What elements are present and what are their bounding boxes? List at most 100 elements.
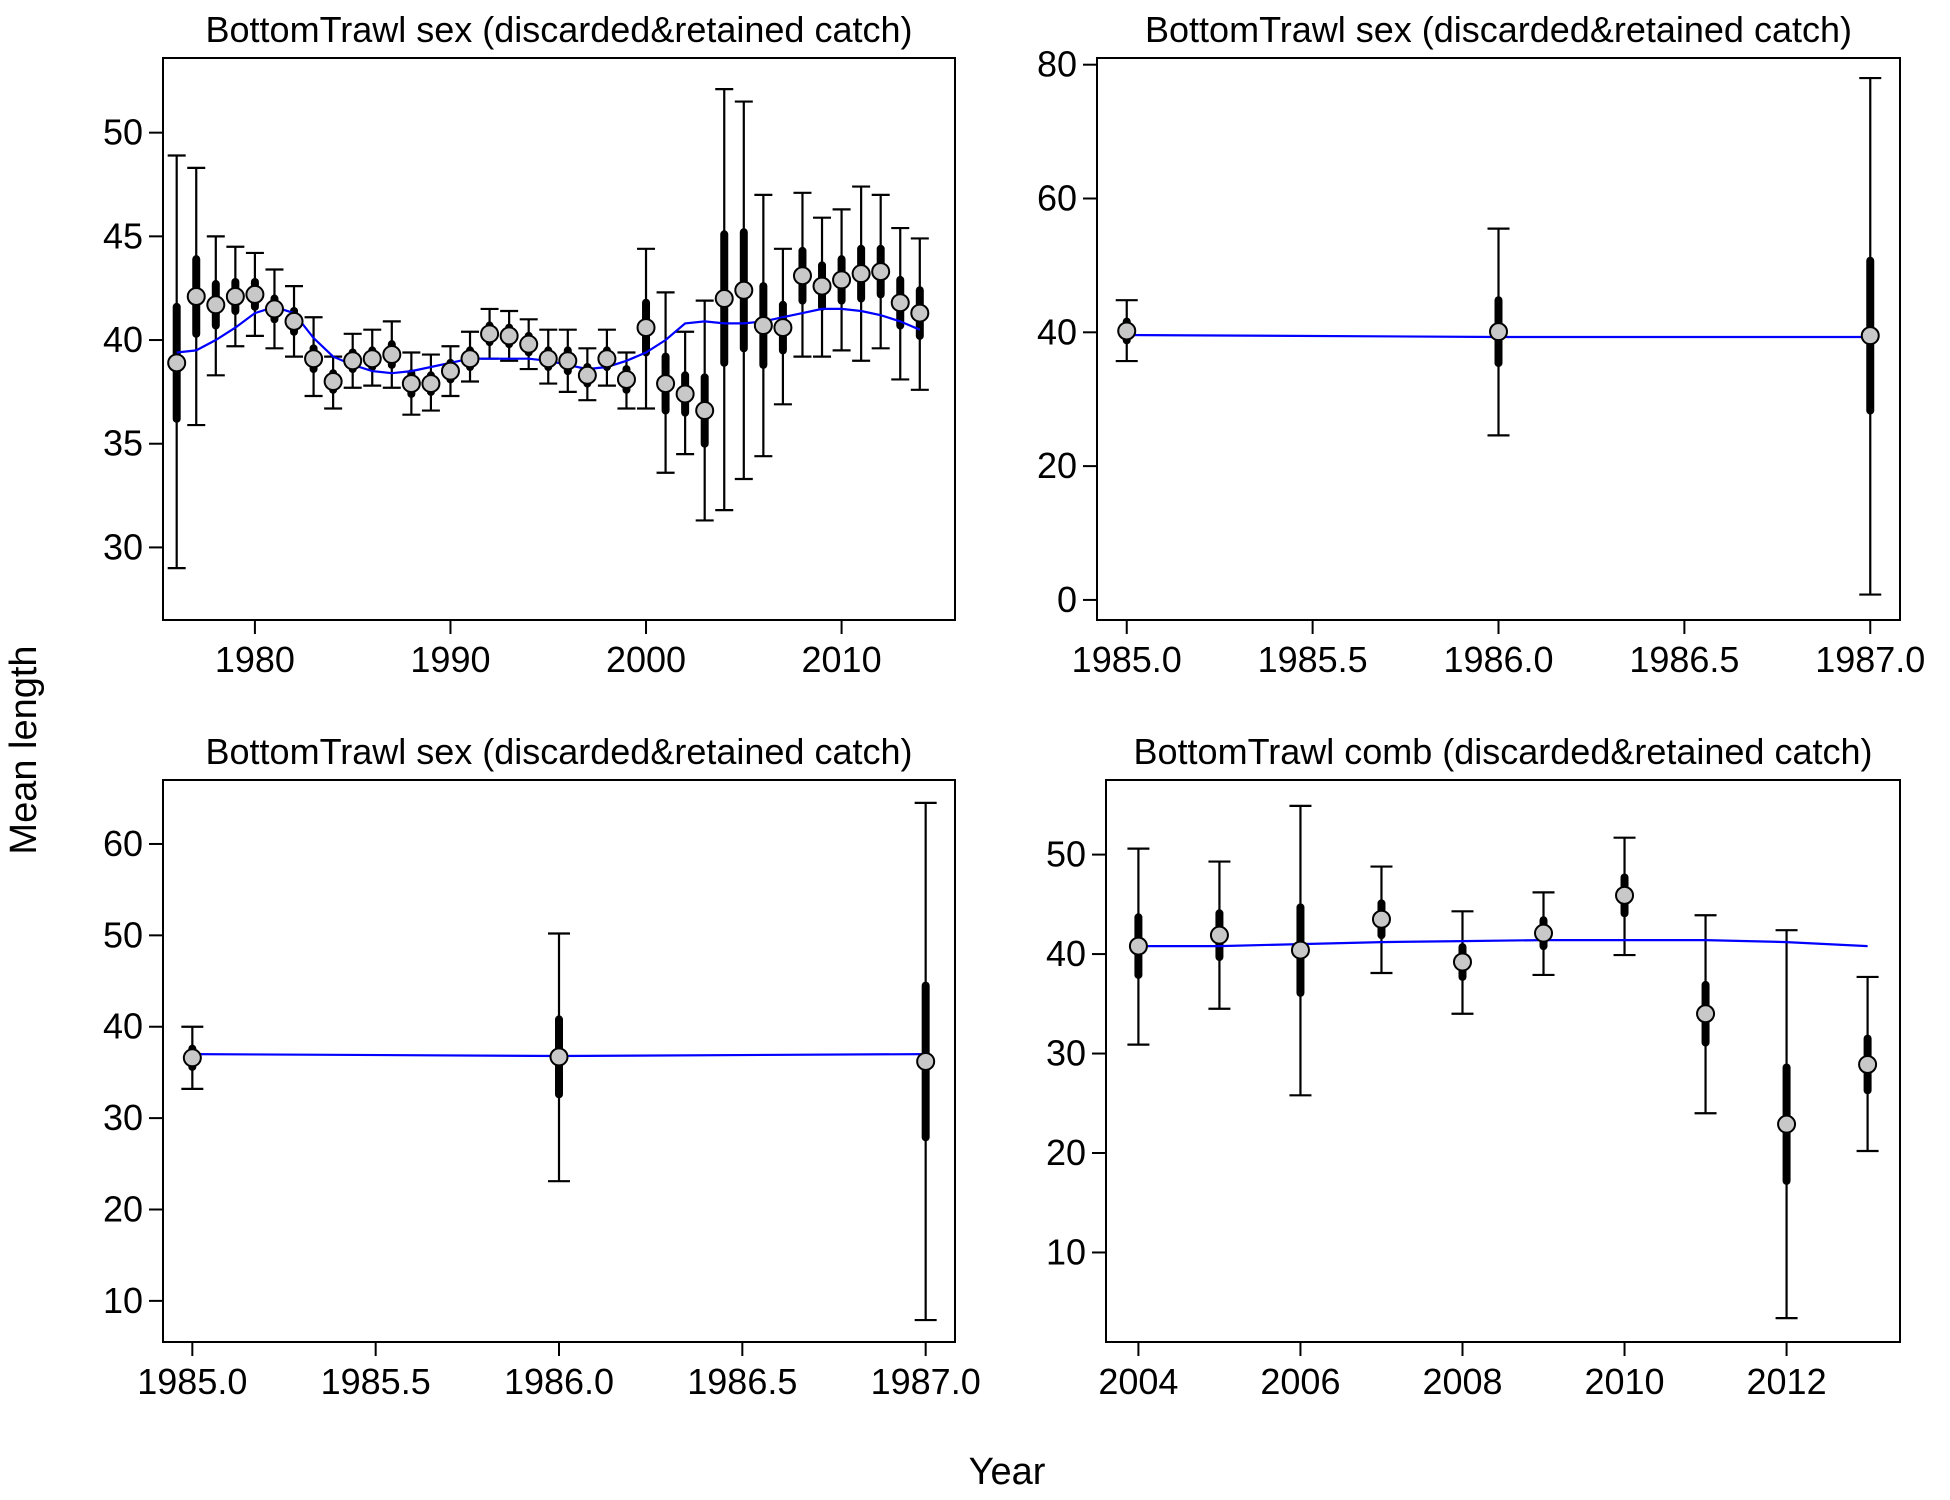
data-point [480, 324, 500, 344]
panel-title: BottomTrawl comb (discarded&retained cat… [1134, 731, 1873, 772]
y-tick-label: 35 [103, 423, 143, 464]
panel-title: BottomTrawl sex (discarded&retained catc… [1145, 9, 1852, 50]
y-axis-title: Mean length [3, 645, 45, 854]
x-tick-label: 2012 [1747, 1361, 1827, 1402]
y-tick-label: 60 [1037, 178, 1077, 219]
data-point [1290, 940, 1310, 960]
x-tick-label: 2004 [1098, 1361, 1178, 1402]
y-tick-label: 20 [1037, 445, 1077, 486]
x-tick-label: 1990 [410, 639, 490, 680]
y-tick-label: 80 [1037, 44, 1077, 85]
y-tick-label: 20 [1046, 1132, 1086, 1173]
data-point [871, 262, 891, 282]
data-point [440, 361, 460, 381]
y-tick-label: 40 [1046, 933, 1086, 974]
x-tick-label: 2000 [606, 639, 686, 680]
y-tick-label: 30 [103, 1097, 143, 1138]
data-point [890, 293, 910, 313]
panel-3: BottomTrawl sex (discarded&retained catc… [103, 731, 981, 1402]
data-point [401, 374, 421, 394]
x-tick-label: 2006 [1260, 1361, 1340, 1402]
y-tick-label: 40 [1037, 311, 1077, 352]
data-point [851, 264, 871, 284]
y-tick-label: 60 [103, 823, 143, 864]
x-tick-label: 1985.5 [1258, 639, 1368, 680]
data-point [343, 351, 363, 371]
x-tick-label: 1986.5 [687, 1361, 797, 1402]
fit-line [1138, 938, 1868, 948]
data-point [1696, 1004, 1716, 1024]
y-tick-label: 50 [1046, 834, 1086, 875]
x-tick-label: 1985.0 [1072, 639, 1182, 680]
data-point [225, 286, 245, 306]
data-point [734, 280, 754, 300]
data-point [519, 334, 539, 354]
panel-2: BottomTrawl sex (discarded&retained catc… [1037, 9, 1925, 680]
x-tick-label: 2010 [802, 639, 882, 680]
data-point [656, 374, 676, 394]
y-tick-label: 0 [1057, 579, 1077, 620]
data-point [304, 349, 324, 369]
data-point [382, 345, 402, 365]
y-tick-label: 40 [103, 1006, 143, 1047]
y-tick-label: 20 [103, 1188, 143, 1229]
data-point [577, 365, 597, 385]
data-point [1452, 952, 1472, 972]
data-point [616, 369, 636, 389]
y-tick-label: 40 [103, 319, 143, 360]
panel-title: BottomTrawl sex (discarded&retained catc… [206, 9, 913, 50]
data-point [792, 266, 812, 286]
data-point [1371, 909, 1391, 929]
y-tick-label: 10 [103, 1280, 143, 1321]
x-tick-label: 1986.0 [1443, 639, 1553, 680]
data-point [916, 1051, 936, 1071]
x-tick-label: 1985.0 [137, 1361, 247, 1402]
data-point [1489, 322, 1508, 342]
y-tick-label: 10 [1046, 1231, 1086, 1272]
data-point [558, 351, 578, 371]
x-tick-label: 1987.0 [871, 1361, 981, 1402]
panel-title: BottomTrawl sex (discarded&retained catc… [206, 731, 913, 772]
data-point [284, 311, 304, 331]
data-point [910, 303, 930, 323]
data-point [1858, 1054, 1878, 1074]
data-point [538, 349, 558, 369]
data-point [1128, 936, 1148, 956]
y-tick-label: 30 [103, 526, 143, 567]
y-tick-label: 50 [103, 112, 143, 153]
data-point [695, 401, 715, 421]
data-point [206, 295, 226, 315]
plot-frame [1105, 779, 1901, 1343]
data-point [832, 270, 852, 290]
data-point [636, 318, 656, 338]
data-point [1209, 925, 1229, 945]
x-tick-label: 2010 [1584, 1361, 1664, 1402]
panel-4: BottomTrawl comb (discarded&retained cat… [1046, 731, 1901, 1402]
x-tick-label: 1986.0 [504, 1361, 614, 1402]
data-point [323, 372, 343, 392]
data-point [499, 326, 519, 346]
x-tick-label: 1980 [215, 639, 295, 680]
data-point [421, 374, 441, 394]
data-point [773, 318, 793, 338]
data-point [362, 349, 382, 369]
panel-1: BottomTrawl sex (discarded&retained catc… [103, 9, 956, 680]
data-point [714, 289, 734, 309]
y-tick-label: 45 [103, 215, 143, 256]
data-point [753, 316, 773, 336]
x-tick-label: 2008 [1422, 1361, 1502, 1402]
y-tick-label: 30 [1046, 1033, 1086, 1074]
data-point [675, 384, 695, 404]
data-point [1860, 326, 1880, 346]
data-point [1777, 1114, 1797, 1134]
x-tick-label: 1985.5 [321, 1361, 431, 1402]
data-point [812, 276, 832, 296]
data-point [245, 284, 265, 304]
x-tick-label: 1986.5 [1629, 639, 1739, 680]
x-tick-label: 1987.0 [1815, 639, 1925, 680]
y-tick-label: 50 [103, 914, 143, 955]
data-point [1534, 923, 1554, 943]
data-point [1615, 885, 1635, 905]
data-point [1117, 321, 1137, 341]
